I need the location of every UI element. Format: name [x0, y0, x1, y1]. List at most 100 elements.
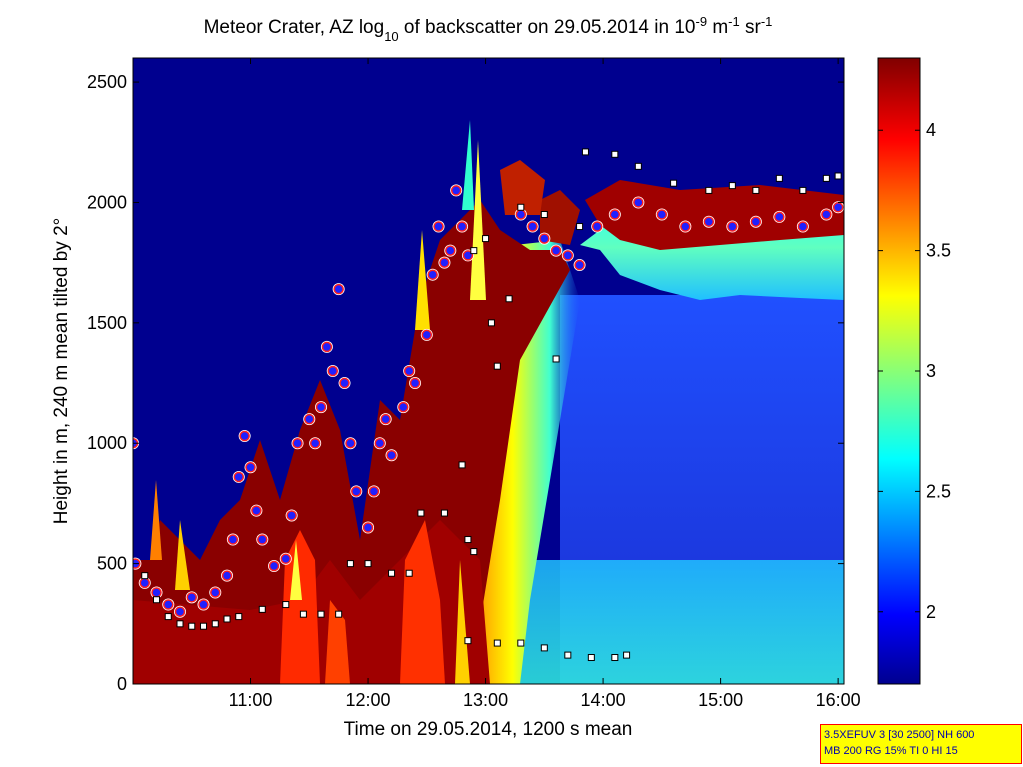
square-marker: [282, 601, 290, 609]
circle-marker: [515, 209, 527, 220]
y-tick-label: 500: [97, 554, 127, 574]
circle-marker: [462, 250, 474, 261]
info-line-2: MB 200 RG 15% TI 0 HI 15: [824, 745, 958, 757]
circle-marker: [321, 341, 333, 353]
circle-marker: [221, 570, 233, 581]
square-marker: [470, 247, 478, 255]
x-tick-label: 15:00: [698, 690, 743, 710]
circle-marker: [574, 259, 585, 271]
square-marker: [299, 610, 307, 618]
square-marker: [634, 162, 642, 170]
square-marker: [482, 235, 490, 243]
y-tick-label: 0: [117, 674, 127, 694]
circle-marker: [351, 486, 362, 497]
circle-marker: [427, 269, 438, 280]
square-marker: [388, 569, 396, 577]
square-marker: [346, 560, 354, 568]
circle-marker: [609, 209, 621, 220]
circle-marker: [339, 377, 350, 389]
circle-marker: [286, 510, 297, 521]
colorbar-tick-label: 3.5: [926, 241, 951, 261]
square-marker: [470, 548, 478, 556]
circle-marker: [174, 606, 186, 618]
circle-marker: [268, 560, 280, 572]
circle-marker: [374, 437, 386, 449]
colorbar-tick-label: 4: [926, 120, 936, 140]
circle-marker: [227, 534, 239, 545]
circle-marker: [821, 209, 832, 220]
x-tick-label: 16:00: [816, 690, 861, 710]
square-marker: [458, 461, 466, 469]
square-marker: [417, 509, 425, 517]
circle-marker: [251, 505, 262, 516]
info-box: 3.5XEFUV 3 [30 2500] NH 600 MB 200 RG 15…: [820, 724, 1022, 764]
circle-marker: [445, 245, 456, 256]
x-axis-label: Time on 29.05.2014, 1200 s mean: [344, 719, 633, 740]
circle-marker: [562, 250, 574, 261]
circle-marker: [550, 245, 562, 256]
circle-marker: [403, 365, 415, 377]
circle-marker: [345, 437, 356, 449]
y-axis-label: Height in m, 240 m mean tilted by 2°: [51, 218, 72, 524]
info-line-1: 3.5XEFUV 3 [30 2500] NH 600: [824, 729, 975, 741]
circle-marker: [456, 221, 468, 232]
circle-marker: [304, 413, 315, 425]
square-marker: [670, 179, 678, 187]
square-marker: [464, 536, 472, 544]
square-marker: [200, 622, 208, 630]
circle-marker: [680, 221, 691, 232]
circle-marker: [280, 553, 292, 565]
circle-marker: [233, 471, 245, 483]
circle-marker: [292, 437, 303, 449]
circle-marker: [380, 413, 391, 425]
square-marker: [822, 174, 830, 182]
square-marker: [493, 639, 501, 647]
square-marker: [552, 355, 560, 363]
circle-marker: [245, 462, 256, 473]
circle-marker: [439, 257, 450, 268]
circle-marker: [656, 209, 668, 220]
square-marker: [164, 613, 172, 621]
circle-marker: [239, 430, 250, 442]
square-marker: [517, 639, 525, 647]
square-marker: [211, 620, 219, 628]
square-marker: [587, 654, 595, 662]
circle-marker: [433, 221, 444, 232]
square-marker: [188, 622, 196, 630]
colorbar-tick-label: 2: [926, 602, 936, 622]
square-marker: [258, 605, 266, 613]
circle-marker: [450, 185, 462, 196]
circle-marker: [163, 599, 174, 610]
circle-marker: [633, 197, 644, 208]
square-marker: [317, 610, 325, 618]
colorbar: [878, 58, 920, 684]
circle-marker: [527, 221, 538, 232]
y-axis: 0 500 1000 1500 2000 2500: [87, 72, 844, 694]
circle-marker: [198, 599, 209, 610]
circle-marker: [727, 221, 738, 232]
circle-marker: [186, 592, 198, 603]
x-tick-label: 11:00: [229, 690, 273, 710]
x-tick-label: 14:00: [581, 690, 626, 710]
square-marker: [540, 211, 548, 218]
circle-marker: [539, 233, 550, 244]
square-marker: [581, 148, 589, 156]
circle-marker: [750, 216, 762, 227]
colorbar-tick-label: 3: [926, 361, 936, 381]
square-marker: [505, 295, 513, 303]
backscatter-heatmap: [133, 58, 844, 684]
square-marker: [576, 223, 584, 231]
circle-marker: [139, 577, 151, 589]
x-tick-label: 12:00: [346, 690, 391, 710]
square-marker: [705, 186, 713, 194]
square-marker: [405, 569, 413, 577]
x-tick-label: 13:00: [463, 690, 508, 710]
circle-marker: [774, 211, 785, 223]
square-marker: [493, 362, 501, 370]
circle-marker: [151, 587, 162, 598]
square-marker: [611, 654, 619, 662]
square-marker: [517, 203, 525, 211]
axes-box: [132, 57, 845, 685]
y-tick-label: 1000: [87, 433, 127, 453]
